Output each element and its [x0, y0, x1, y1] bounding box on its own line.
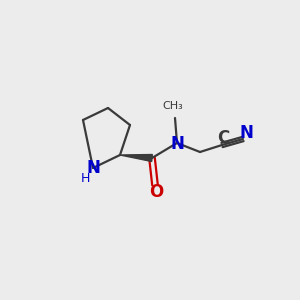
Text: N: N: [86, 159, 100, 177]
Text: CH₃: CH₃: [163, 101, 183, 111]
Text: N: N: [170, 135, 184, 153]
Text: H: H: [80, 172, 90, 184]
Text: O: O: [149, 183, 163, 201]
Polygon shape: [120, 154, 152, 161]
Text: N: N: [239, 124, 253, 142]
Text: C: C: [217, 129, 229, 147]
